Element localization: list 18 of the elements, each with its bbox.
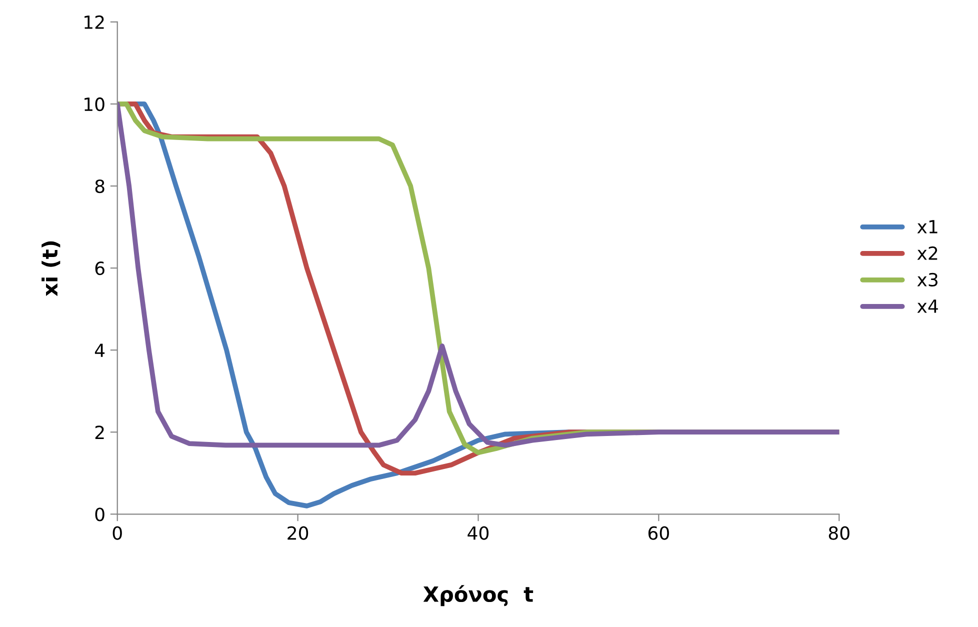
legend-label: x2	[917, 246, 938, 260]
x-tick-label: 60	[648, 526, 669, 540]
x-tick-label: 40	[468, 526, 489, 540]
x-tick-label: 20	[288, 526, 308, 540]
legend-label: x3	[917, 272, 938, 287]
x-tick-label: 0	[112, 526, 122, 540]
y-tick-label: 8	[95, 179, 104, 194]
y-tick-label: 0	[95, 508, 104, 522]
y-tick-label: 2	[95, 426, 104, 439]
legend-label: x4	[917, 300, 938, 313]
y-axis-title: xi (t)	[42, 241, 60, 296]
legend-label: x1	[917, 220, 938, 234]
x-tick-label: 80	[828, 526, 850, 540]
x-axis-title: Χρόνος t	[423, 585, 534, 606]
y-tick-label: 6	[95, 262, 104, 276]
y-tick-label: 10	[84, 97, 104, 112]
y-tick-label: 4	[94, 344, 105, 357]
y-tick-label: 12	[84, 15, 104, 29]
